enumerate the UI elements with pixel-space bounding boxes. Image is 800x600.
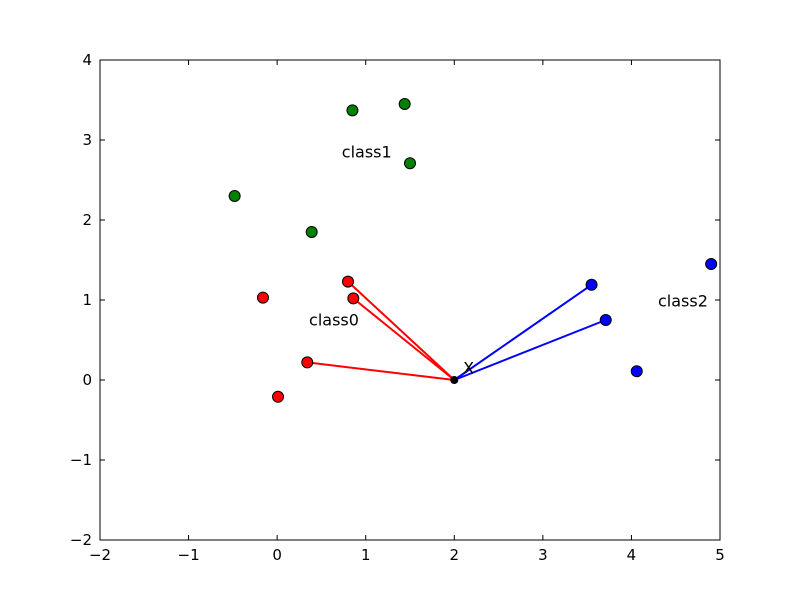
x-tick-label: −2 [89,546,111,564]
neighbor-line [453,283,593,381]
scatter-point [256,291,269,304]
y-tick-label: 3 [82,131,92,149]
y-tick-label: −1 [70,451,92,469]
annotation-label: X [463,359,474,378]
scatter-point [272,390,285,403]
x-tick-label: 4 [627,546,637,564]
x-tick-label: 0 [272,546,282,564]
scatter-point [585,278,598,291]
scatter-point [305,226,318,238]
annotation-label: class2 [658,291,708,310]
scatter-point [398,98,411,110]
query-point [450,376,459,384]
neighbor-line [453,319,607,381]
y-tick-label: 1 [82,291,92,309]
scatter-point [342,275,354,288]
x-tick-label: 1 [361,546,371,564]
y-tick-label: 0 [82,371,92,389]
scatter-point [301,356,314,369]
scatter-point [630,365,643,378]
x-tick-label: 2 [450,546,460,564]
neighbor-line [307,361,455,381]
y-tick-label: 2 [82,211,92,229]
scatter-point [347,292,360,305]
y-tick-label: −2 [70,531,92,549]
plot-layer: −2 −1 0 1 2 3 4 5 −2 −1 0 1 2 3 4 class0 class1 class2 X [70,51,725,564]
neighbor-line [352,297,455,381]
scatter-point [346,104,359,117]
annotation-label: class0 [309,311,359,330]
x-tick-label: 5 [715,546,725,564]
scatter-point [705,258,718,270]
scatter-point [599,314,612,326]
y-tick-label: 4 [82,51,92,69]
neighbor-line [347,280,455,381]
x-tick-label: 3 [538,546,548,564]
scatter-point [228,190,241,202]
scatter-point [404,157,416,170]
x-tick-label: −1 [178,546,200,564]
annotation-label: class1 [342,143,392,162]
